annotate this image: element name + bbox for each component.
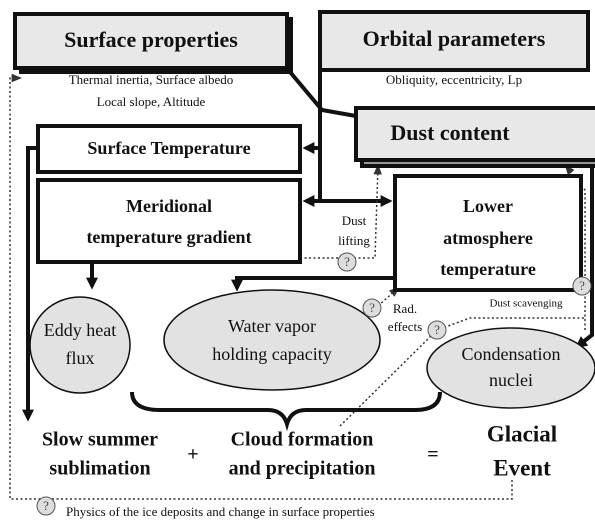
annotation: lifting	[338, 233, 370, 248]
dust-content-title: Dust content	[390, 120, 510, 145]
eddy-label: Eddy heat	[44, 320, 116, 340]
annotation: Dust	[342, 213, 367, 228]
equation-operator: =	[427, 444, 438, 466]
svg-text:?: ?	[434, 322, 440, 337]
water-vapor-label: Water vapor	[228, 316, 316, 336]
lower-atmosphere-box	[393, 174, 583, 292]
condensation-label: Condensation	[462, 344, 561, 364]
surface-temperature-box	[36, 124, 302, 174]
detail: Local slope, Altitude	[97, 94, 206, 109]
footer-note: Physics of the ice deposits and change i…	[66, 504, 375, 519]
uncertainty-marker: ?	[337, 252, 357, 272]
surface-temperature-title: Surface Temperature	[87, 138, 250, 158]
condensation-label: nuclei	[489, 370, 533, 390]
equation-term: Cloud formation	[231, 429, 374, 451]
lower-atmosphere-label: atmosphere	[443, 228, 533, 248]
water-vapor-label: holding capacity	[212, 344, 331, 364]
lower-atmosphere-label: temperature	[440, 259, 536, 279]
equation-result: Event	[493, 455, 551, 480]
eddy-label: flux	[66, 348, 95, 368]
detail: Thermal inertia, Surface albedo	[69, 72, 234, 87]
lower-atmosphere-label: Lower	[463, 196, 513, 216]
water-vapor-ellipse	[163, 289, 381, 391]
uncertainty-marker: ?	[572, 276, 592, 296]
equation-operator: +	[187, 444, 198, 466]
annotation: Rad.	[393, 301, 417, 316]
orbital-parameters-box	[318, 10, 590, 72]
svg-text:?: ?	[344, 254, 350, 269]
orbital-parameters-title: Orbital parameters	[363, 26, 546, 51]
meridional-label: temperature gradient	[86, 227, 251, 247]
svg-text:?: ?	[369, 300, 375, 315]
equation-term: and precipitation	[229, 458, 376, 480]
svg-text:?: ?	[579, 278, 585, 293]
uncertainty-marker: ?	[36, 496, 56, 516]
surface-properties-box	[13, 12, 289, 70]
equation-term: Slow summer	[42, 429, 158, 451]
svg-text:?: ?	[43, 498, 49, 513]
annotation: Dust scavenging	[489, 298, 563, 310]
uncertainty-marker: ?	[427, 320, 447, 340]
dust-content-box	[354, 106, 595, 162]
annotation: effects	[388, 319, 422, 334]
meridional-box	[36, 178, 302, 264]
meridional-label: Meridional	[126, 196, 212, 216]
condensation-ellipse	[426, 327, 595, 409]
surface-properties-title: Surface properties	[64, 27, 238, 52]
eddy-ellipse	[29, 296, 131, 394]
equation-term: sublimation	[49, 458, 150, 480]
equation-result: Glacial	[487, 421, 557, 446]
detail: Obliquity, eccentricity, Lp	[386, 72, 522, 87]
uncertainty-marker: ?	[362, 298, 382, 318]
